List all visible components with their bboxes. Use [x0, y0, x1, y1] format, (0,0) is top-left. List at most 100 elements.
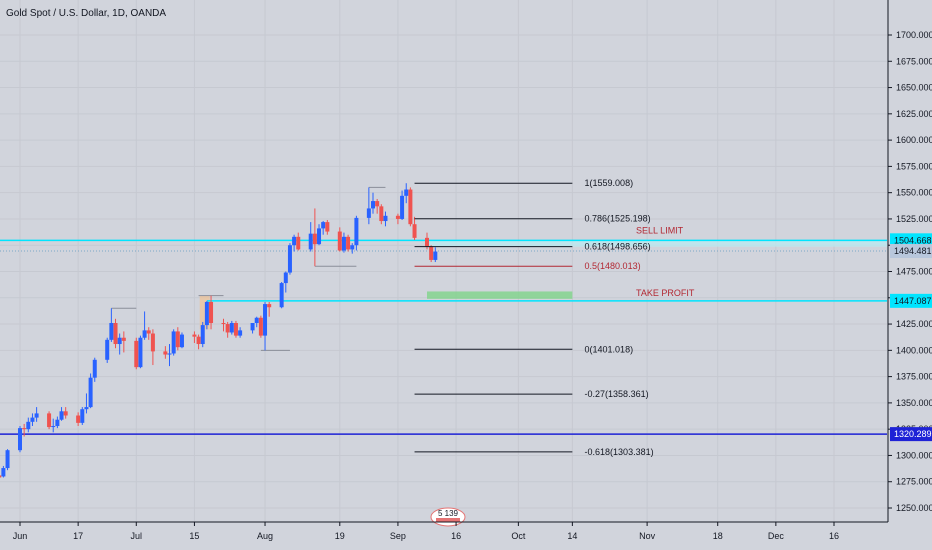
- candle[interactable]: [229, 320, 234, 335]
- candle[interactable]: [105, 337, 110, 363]
- candle[interactable]: [18, 426, 22, 453]
- candle-body: [134, 340, 139, 368]
- candle[interactable]: [287, 243, 292, 275]
- candle[interactable]: [196, 334, 201, 350]
- candle[interactable]: [371, 192, 376, 214]
- candle[interactable]: [283, 271, 288, 293]
- candle[interactable]: [192, 331, 197, 343]
- fib-level[interactable]: 1(1559.008): [414, 178, 634, 188]
- candle[interactable]: [433, 247, 438, 263]
- candle[interactable]: [225, 321, 230, 338]
- candle[interactable]: [34, 407, 39, 422]
- candle[interactable]: [412, 216, 417, 240]
- candle[interactable]: [167, 344, 172, 367]
- candle[interactable]: [47, 411, 52, 430]
- candle[interactable]: [292, 234, 297, 252]
- candle[interactable]: [142, 311, 147, 340]
- candle[interactable]: [395, 213, 400, 225]
- candle-body: [325, 222, 330, 232]
- candle[interactable]: [200, 321, 205, 348]
- fib-level[interactable]: 0.786(1525.198): [414, 214, 651, 224]
- candle[interactable]: [171, 329, 176, 356]
- candle[interactable]: [321, 221, 326, 235]
- fib-level[interactable]: -0.27(1358.361): [414, 389, 649, 399]
- candle[interactable]: [383, 211, 388, 227]
- candle[interactable]: [26, 417, 31, 433]
- candle[interactable]: [80, 407, 85, 425]
- fib-label: 0.786(1525.198): [585, 214, 651, 224]
- candle[interactable]: [408, 187, 413, 227]
- candle[interactable]: [22, 423, 27, 437]
- candle[interactable]: [250, 323, 255, 334]
- candle[interactable]: [113, 318, 118, 349]
- candle[interactable]: [238, 327, 243, 338]
- candle[interactable]: [379, 204, 384, 225]
- candle[interactable]: [233, 320, 238, 338]
- candle[interactable]: [109, 308, 114, 342]
- candle[interactable]: [0, 471, 2, 479]
- candle[interactable]: [366, 187, 371, 225]
- candle[interactable]: [175, 327, 180, 351]
- x-tick-label: 16: [829, 531, 839, 541]
- fib-level[interactable]: 0(1401.018): [414, 344, 634, 354]
- candle[interactable]: [59, 407, 64, 421]
- candle[interactable]: [51, 418, 56, 433]
- candle[interactable]: [163, 346, 168, 359]
- price-axis[interactable]: [888, 0, 932, 550]
- candle[interactable]: [221, 318, 226, 332]
- candle[interactable]: [84, 393, 89, 414]
- x-tick-label: 16: [451, 531, 461, 541]
- candle[interactable]: [5, 449, 10, 471]
- candle[interactable]: [117, 333, 122, 355]
- candle[interactable]: [312, 208, 317, 267]
- candle[interactable]: [429, 245, 434, 263]
- flag-icon: [436, 518, 460, 522]
- candle[interactable]: [88, 373, 93, 409]
- candle[interactable]: [258, 315, 263, 338]
- candle[interactable]: [121, 331, 126, 353]
- candle[interactable]: [308, 222, 313, 252]
- candle[interactable]: [204, 300, 209, 330]
- candle[interactable]: [134, 337, 139, 370]
- candle[interactable]: [346, 234, 351, 252]
- candle[interactable]: [354, 215, 359, 251]
- last-price-tag: 1494.481: [890, 244, 932, 259]
- candle[interactable]: [325, 219, 330, 235]
- candle[interactable]: [55, 416, 60, 429]
- candle[interactable]: [404, 183, 409, 204]
- candle-body: [312, 233, 317, 245]
- candle[interactable]: [337, 227, 342, 252]
- candle[interactable]: [1, 465, 6, 478]
- boost-badge[interactable]: 5 139: [430, 507, 466, 527]
- candle[interactable]: [341, 232, 346, 253]
- candle[interactable]: [209, 295, 214, 330]
- fib-level[interactable]: 0.5(1480.013): [414, 261, 641, 271]
- y-tick-label: 1475.000: [896, 267, 932, 277]
- fib-level[interactable]: 0.618(1498.656): [414, 242, 651, 252]
- candle[interactable]: [179, 332, 184, 349]
- candle[interactable]: [267, 301, 272, 317]
- fib-level[interactable]: -0.618(1303.381): [414, 447, 654, 457]
- fib-label: -0.27(1358.361): [585, 389, 649, 399]
- candle[interactable]: [296, 232, 301, 251]
- candle[interactable]: [317, 224, 322, 246]
- candle[interactable]: [76, 412, 81, 427]
- candle[interactable]: [150, 329, 155, 366]
- candle[interactable]: [350, 243, 355, 254]
- candle[interactable]: [146, 327, 151, 340]
- candle[interactable]: [375, 198, 380, 214]
- candle[interactable]: [263, 301, 268, 351]
- candle[interactable]: [254, 316, 259, 328]
- candle[interactable]: [400, 190, 405, 220]
- candle[interactable]: [92, 357, 97, 382]
- candle[interactable]: [279, 282, 284, 309]
- candle-body: [51, 426, 56, 428]
- candle-body: [200, 325, 205, 345]
- candle[interactable]: [30, 413, 35, 427]
- y-tick-label: 1250.000: [896, 503, 932, 513]
- candle[interactable]: [138, 335, 143, 369]
- sell-limit-label: SELL LIMIT: [636, 225, 684, 235]
- candle[interactable]: [63, 407, 68, 419]
- candle-body: [59, 411, 64, 420]
